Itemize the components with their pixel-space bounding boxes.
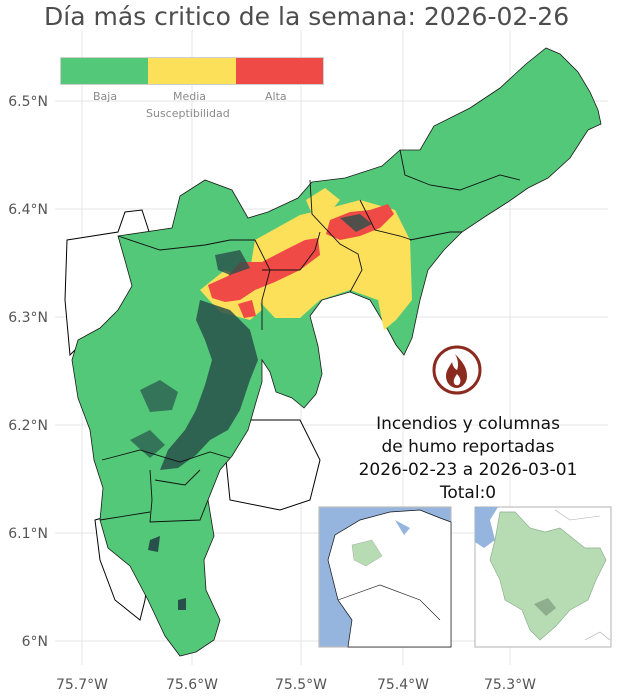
report-line: Incendios y columnas [376, 414, 560, 434]
legend [60, 57, 324, 85]
y-tick-label: 6.2°N [8, 418, 48, 434]
legend-swatch-media [148, 58, 236, 84]
map-title: Día más critico de la semana: 2026-02-26 [44, 2, 570, 31]
legend-label-alta: Alta [265, 90, 287, 103]
x-tick-label: 75.5°W [275, 677, 327, 693]
y-tick-label: 6.4°N [8, 202, 48, 218]
legend-label-media: Media [173, 90, 207, 103]
y-tick-label: 6.5°N [8, 94, 48, 110]
x-tick-label: 75.6°W [166, 677, 218, 693]
inset-antioquia [474, 506, 612, 648]
legend-swatch-alta [235, 58, 323, 84]
legend-swatch-baja [61, 58, 149, 84]
dense-cover [130, 214, 372, 610]
municipal-boundaries [99, 149, 521, 523]
fire-report: Incendios y columnas de humo reportadas … [336, 413, 600, 505]
report-total: Total:0 [439, 483, 497, 503]
region-baja [71, 47, 602, 657]
x-tick-label: 75.3°W [484, 677, 536, 693]
y-tick-label: 6.1°N [8, 526, 48, 542]
fire-icon [432, 345, 482, 395]
report-line: de humo reportadas [381, 437, 555, 457]
y-tick-label: 6.3°N [8, 310, 48, 326]
x-tick-label: 75.4°W [377, 677, 429, 693]
inset-colombia [318, 506, 452, 648]
legend-label-baja: Baja [93, 90, 118, 103]
report-date-range: 2026-02-23 a 2026-03-01 [358, 460, 578, 480]
legend-title: Susceptibilidad [146, 107, 230, 120]
y-tick-label: 6°N [22, 634, 48, 650]
x-tick-label: 75.7°W [56, 677, 108, 693]
